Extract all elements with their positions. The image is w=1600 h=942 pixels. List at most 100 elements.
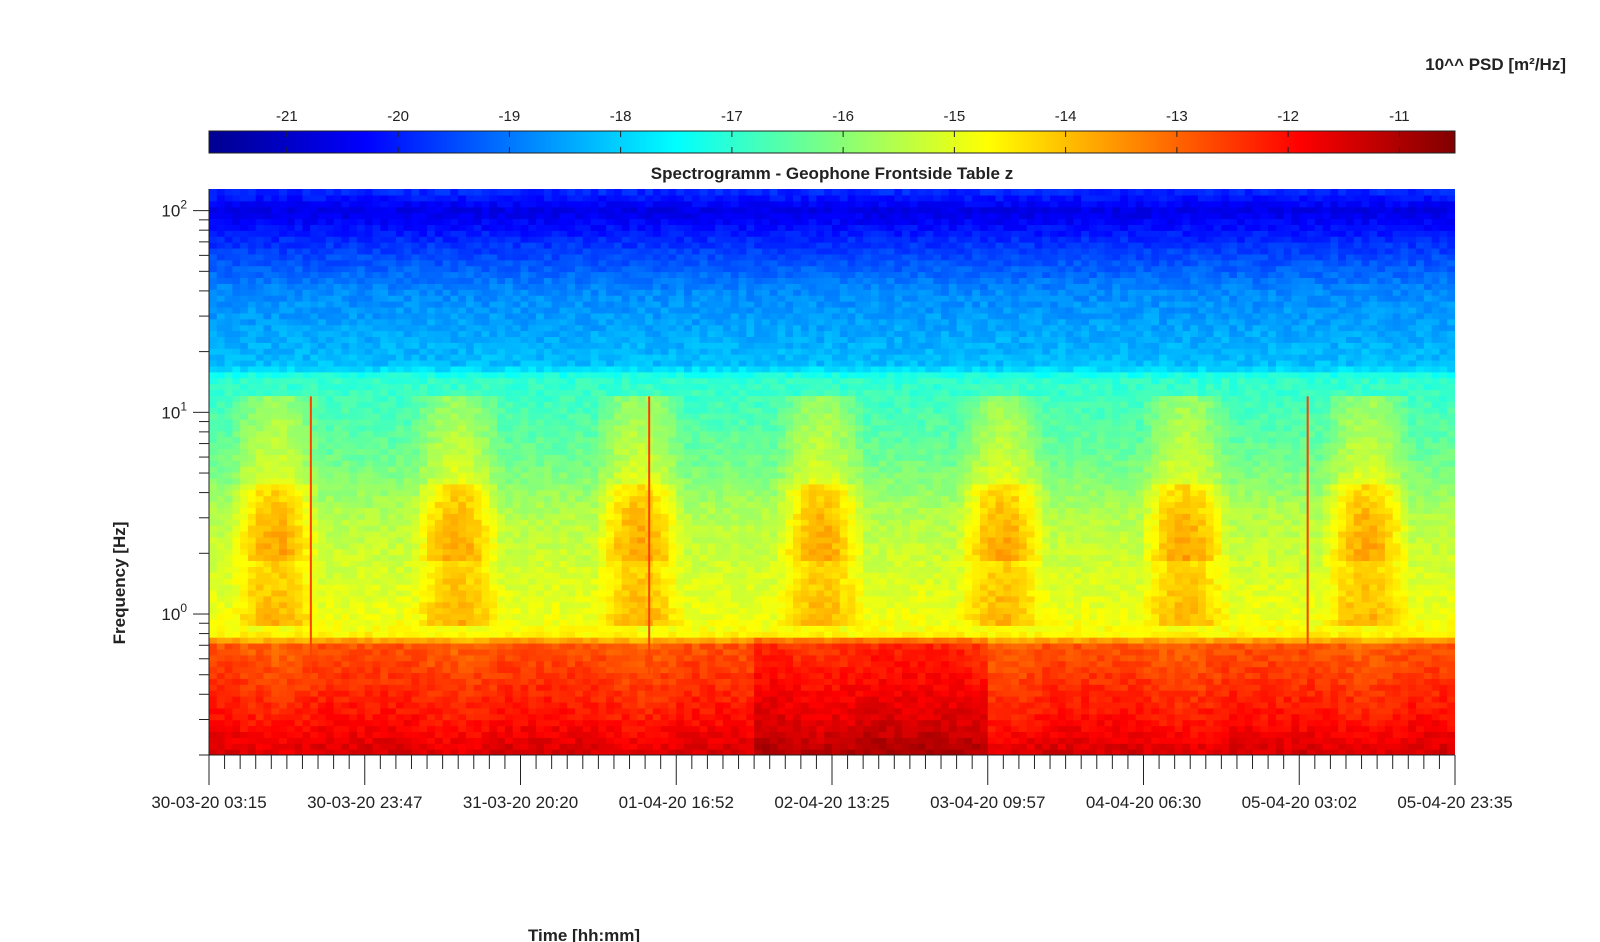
heatmap-cell <box>395 271 405 279</box>
heatmap-cell <box>481 483 490 491</box>
heatmap-cell <box>372 489 381 497</box>
heatmap-cell <box>536 383 545 391</box>
heatmap-cell <box>209 253 218 261</box>
heatmap-cell <box>294 395 304 402</box>
heatmap-cell <box>450 731 459 738</box>
heatmap-cell <box>216 483 226 491</box>
heatmap-cell <box>411 312 420 320</box>
heatmap-cell <box>575 725 584 733</box>
heatmap-cell <box>232 336 241 343</box>
heatmap-cell <box>364 660 374 668</box>
heatmap-cell <box>263 637 272 644</box>
heatmap-cell <box>403 348 413 355</box>
heatmap-cell <box>255 713 265 721</box>
heatmap-cell <box>302 324 311 332</box>
heatmap-cell <box>419 289 428 296</box>
heatmap-cell <box>465 247 475 255</box>
heatmap-cell <box>349 454 358 461</box>
heatmap-cell <box>551 247 561 255</box>
heatmap-cell <box>325 466 335 473</box>
heatmap-cell <box>512 383 522 391</box>
heatmap-cell <box>240 483 249 491</box>
heatmap-cell <box>240 354 249 361</box>
heatmap-cell <box>504 418 514 426</box>
heatmap-cell <box>318 554 327 562</box>
heatmap-cell <box>302 342 311 349</box>
heatmap-cell <box>598 466 607 473</box>
heatmap-cell <box>224 389 233 396</box>
heatmap-cell <box>419 542 428 550</box>
heatmap-cell <box>255 601 265 609</box>
heatmap-cell <box>333 242 342 249</box>
heatmap-cell <box>302 519 311 526</box>
heatmap-cell <box>388 247 397 255</box>
heatmap-cell <box>450 530 459 538</box>
heatmap-cell <box>489 542 498 550</box>
heatmap-cell <box>318 289 327 296</box>
heatmap-cell <box>497 401 506 408</box>
heatmap-cell <box>598 631 607 638</box>
heatmap-cell <box>310 625 319 632</box>
heatmap-cell <box>504 483 514 491</box>
heatmap-cell <box>240 430 249 438</box>
heatmap-cell <box>240 377 249 385</box>
heatmap-cell <box>325 448 335 455</box>
heatmap-cell <box>232 477 241 485</box>
heatmap-cell <box>473 206 483 214</box>
heatmap-cell <box>271 418 280 426</box>
heatmap-cell <box>481 530 490 538</box>
heatmap-cell <box>411 642 420 650</box>
heatmap-cell <box>279 554 288 562</box>
heatmap-cell <box>388 548 397 556</box>
heatmap-cell <box>388 701 397 709</box>
heatmap-cell <box>341 330 350 337</box>
heatmap-cell <box>590 743 599 750</box>
heatmap-cell <box>209 560 218 567</box>
heatmap-cell <box>310 189 319 196</box>
heatmap-cell <box>395 365 405 373</box>
heatmap-cell <box>411 637 420 644</box>
heatmap-cell <box>279 530 288 538</box>
heatmap-cell <box>489 731 498 738</box>
heatmap-cell <box>504 336 514 343</box>
heatmap-cell <box>240 401 249 408</box>
heatmap-cell <box>575 625 584 632</box>
heatmap-cell <box>395 601 405 609</box>
heatmap-cell <box>341 637 350 644</box>
heatmap-cell <box>302 654 311 662</box>
heatmap-cell <box>395 566 405 573</box>
heatmap-cell <box>590 295 599 302</box>
heatmap-cell <box>247 200 257 208</box>
heatmap-cell <box>388 336 397 343</box>
heatmap-cell <box>427 530 436 538</box>
heatmap-cell <box>442 642 452 650</box>
heatmap-cell <box>489 265 498 273</box>
heatmap-cell <box>263 725 272 733</box>
heatmap-cell <box>606 654 615 662</box>
heatmap-cell <box>582 595 592 603</box>
heatmap-cell <box>598 725 607 733</box>
heatmap-cell <box>380 548 389 556</box>
heatmap-cell <box>263 413 272 420</box>
heatmap-cell <box>473 460 483 467</box>
heatmap-cell <box>528 230 537 237</box>
heatmap-cell <box>543 383 553 391</box>
heatmap-cell <box>341 424 350 432</box>
heatmap-cell <box>395 477 405 485</box>
heatmap-cell <box>209 749 218 755</box>
heatmap-cell <box>465 354 475 361</box>
heatmap-cell <box>325 342 335 349</box>
heatmap-cell <box>271 236 280 243</box>
heatmap-cell <box>364 371 374 379</box>
heatmap-cell <box>582 318 592 326</box>
heatmap-cell <box>606 401 615 408</box>
heatmap-cell <box>372 377 381 385</box>
heatmap-cell <box>489 365 498 373</box>
heatmap-cell <box>310 418 319 426</box>
heatmap-cell <box>411 206 420 214</box>
heatmap-cell <box>458 359 467 367</box>
heatmap-cell <box>434 525 444 532</box>
heatmap-cell <box>489 377 498 385</box>
heatmap-cell <box>419 206 428 214</box>
heatmap-cell <box>434 318 444 326</box>
